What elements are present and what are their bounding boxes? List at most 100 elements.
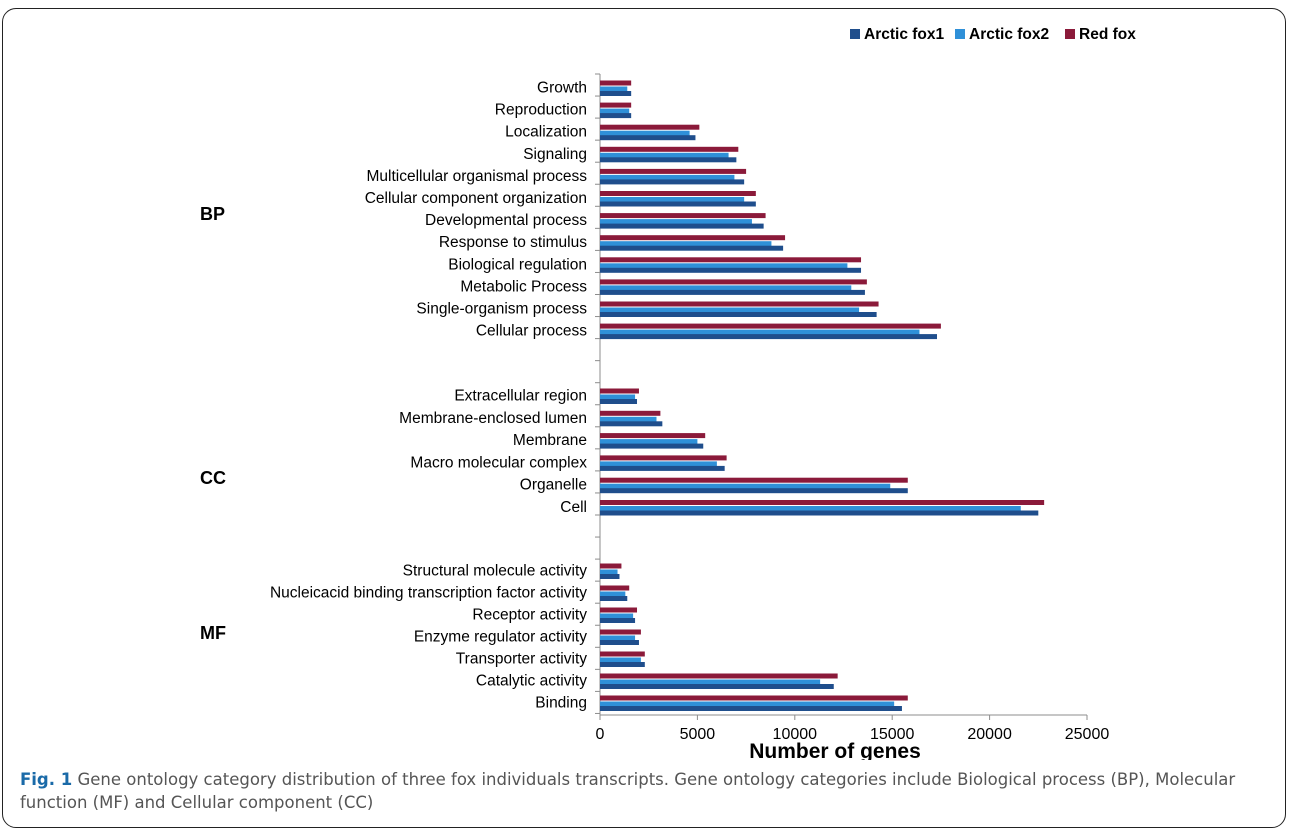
x-tick-label: 25000 — [1065, 726, 1110, 743]
category-label: Response to stimulus — [439, 234, 587, 251]
bar-red-fox — [600, 629, 641, 635]
category-label: Organelle — [520, 477, 587, 494]
category-label: Catalytic activity — [476, 673, 587, 690]
bar-arctic-fox1 — [600, 201, 756, 207]
bar-arctic-fox1 — [600, 334, 938, 340]
category-label: Multicellular organismal process — [366, 168, 587, 185]
category-label: Structural molecule activity — [403, 563, 588, 580]
bar-arctic-fox1 — [600, 267, 862, 273]
bar-arctic-fox2 — [600, 613, 634, 619]
bar-red-fox — [600, 102, 632, 108]
bar-red-fox — [600, 477, 908, 483]
category-label: Cellular process — [476, 323, 587, 340]
bar-arctic-fox1 — [600, 312, 877, 317]
bar-arctic-fox1 — [600, 157, 737, 163]
x-tick-label: 0 — [596, 726, 605, 743]
bar-red-fox — [600, 500, 1045, 505]
x-tick-label: 5000 — [680, 726, 716, 743]
bar-arctic-fox1 — [600, 706, 902, 711]
bar-arctic-fox2 — [600, 679, 821, 685]
bar-red-fox — [600, 651, 645, 657]
group-label-cc: CC — [200, 468, 226, 488]
bar-arctic-fox1 — [600, 465, 725, 471]
bar-arctic-fox1 — [600, 289, 865, 295]
legend-swatch-red-fox — [1065, 29, 1075, 39]
category-label: Localization — [505, 124, 587, 141]
category-label: Extracellular region — [454, 388, 587, 405]
bar-arctic-fox1 — [600, 223, 764, 229]
bar-arctic-fox2 — [600, 657, 641, 663]
category-label: Reproduction — [495, 102, 587, 119]
bar-arctic-fox2 — [600, 174, 735, 180]
group-label-bp: BP — [200, 204, 225, 224]
category-label: Receptor activity — [472, 607, 587, 624]
bar-arctic-fox1 — [600, 596, 628, 601]
bar-arctic-fox2 — [600, 307, 860, 313]
bar-arctic-fox2 — [600, 416, 657, 422]
bar-red-fox — [600, 146, 739, 152]
bar-arctic-fox1 — [600, 618, 636, 623]
bar-arctic-fox2 — [600, 86, 628, 92]
bar-red-fox — [600, 410, 661, 416]
bar-arctic-fox1 — [600, 399, 638, 404]
bar-arctic-fox1 — [600, 574, 620, 579]
bar-red-fox — [600, 455, 727, 461]
bar-arctic-fox2 — [600, 241, 772, 247]
bar-arctic-fox2 — [600, 461, 717, 467]
legend-label-arctic-fox1: Arctic fox1 — [864, 26, 944, 43]
bar-red-fox — [600, 80, 632, 86]
bar-arctic-fox2 — [600, 701, 895, 707]
bar-arctic-fox1 — [600, 245, 784, 251]
category-label: Metabolic Process — [460, 278, 587, 295]
bar-arctic-fox2 — [600, 635, 636, 641]
bar-arctic-fox2 — [600, 130, 690, 136]
bar-red-fox — [600, 191, 756, 196]
bar-arctic-fox2 — [600, 152, 729, 158]
bar-arctic-fox2 — [600, 108, 630, 114]
bar-arctic-fox1 — [600, 135, 696, 141]
bar-arctic-fox2 — [600, 285, 852, 291]
bar-arctic-fox2 — [600, 263, 848, 269]
figure-caption: Fig. 1 Gene ontology category distributi… — [20, 768, 1270, 814]
bar-red-fox — [600, 124, 700, 130]
bar-red-fox — [600, 563, 622, 569]
bar-red-fox — [600, 695, 908, 701]
bar-arctic-fox2 — [600, 483, 891, 489]
bar-red-fox — [600, 433, 706, 439]
bar-arctic-fox2 — [600, 439, 698, 445]
bar-red-fox — [600, 213, 766, 219]
bar-arctic-fox2 — [600, 329, 920, 335]
category-label: Membrane-enclosed lumen — [399, 410, 587, 427]
bar-arctic-fox1 — [600, 488, 908, 494]
category-label: Transporter activity — [456, 651, 587, 668]
bar-arctic-fox2 — [600, 394, 636, 400]
category-label: Macro molecular complex — [410, 454, 587, 471]
category-label: Cell — [560, 499, 587, 516]
bar-arctic-fox2 — [600, 506, 1021, 511]
category-label: Signaling — [523, 146, 587, 163]
category-label: Binding — [535, 695, 587, 712]
figure-label: Fig. 1 — [20, 770, 73, 789]
category-label: Cellular component organization — [365, 190, 587, 207]
legend-swatch-arctic-fox2 — [955, 29, 965, 39]
bar-red-fox — [600, 257, 862, 263]
category-label: Enzyme regulator activity — [414, 629, 587, 646]
bar-red-fox — [600, 323, 941, 329]
category-label: Single-organism process — [416, 301, 587, 318]
x-tick-label: 20000 — [967, 726, 1012, 743]
bar-red-fox — [600, 585, 630, 591]
category-label: Nucleicacid binding transcription factor… — [270, 585, 587, 602]
category-label: Biological regulation — [448, 256, 587, 273]
bar-arctic-fox2 — [600, 197, 745, 202]
bar-red-fox — [600, 168, 747, 174]
x-tick-label: 15000 — [870, 726, 915, 743]
bar-red-fox — [600, 388, 639, 394]
bar-arctic-fox1 — [600, 91, 632, 96]
legend-swatch-arctic-fox1 — [850, 29, 860, 39]
bar-red-fox — [600, 607, 638, 613]
bar-arctic-fox1 — [600, 113, 632, 119]
legend-label-arctic-fox2: Arctic fox2 — [969, 26, 1049, 43]
bar-red-fox — [600, 279, 867, 285]
bar-arctic-fox1 — [600, 443, 704, 449]
bar-red-fox — [600, 673, 838, 679]
